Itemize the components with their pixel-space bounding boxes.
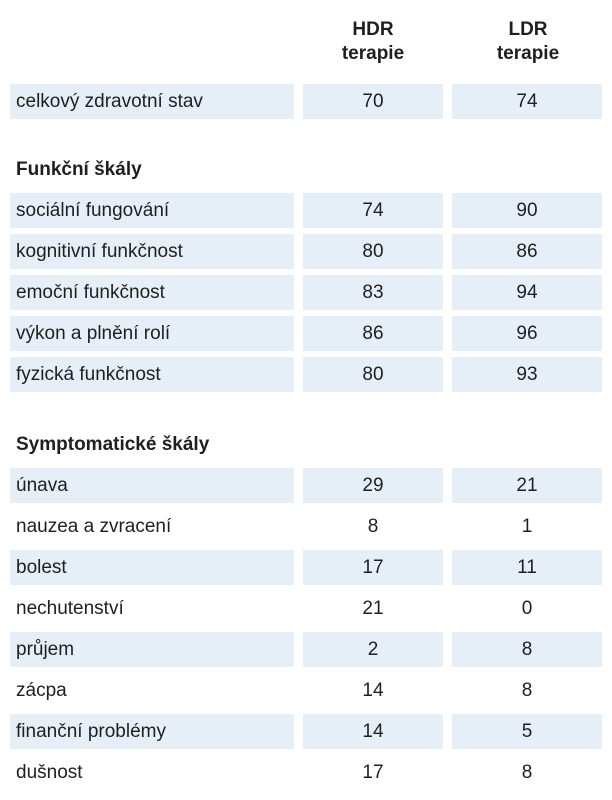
ldr-value: 1 — [521, 516, 533, 537]
row-label: sociální fungování — [10, 193, 294, 228]
row-label: finanční problémy — [10, 714, 294, 749]
hdr-value: 8 — [367, 516, 379, 537]
column-header-ldr-line2: terapie — [496, 43, 560, 64]
table-row: nechutenství 21 0 — [0, 591, 612, 626]
hdr-value: 21 — [362, 598, 384, 619]
section-title-functional: Funkční škály — [16, 159, 142, 180]
column-header-ldr-line1: LDR — [508, 19, 548, 40]
hdr-value: 70 — [303, 84, 443, 119]
hdr-value: 74 — [303, 193, 443, 228]
column-header-hdr-line2: terapie — [341, 43, 405, 64]
row-label: průjem — [10, 632, 294, 667]
row-label: zácpa — [16, 680, 67, 701]
hdr-value: 29 — [303, 468, 443, 503]
row-label: kognitivní funkčnost — [10, 234, 294, 269]
column-header-ldr: LDR terapie — [453, 18, 603, 74]
ldr-value: 90 — [452, 193, 602, 228]
hdr-value: 80 — [303, 357, 443, 392]
hdr-value: 86 — [303, 316, 443, 351]
ldr-value: 8 — [452, 632, 602, 667]
ldr-value: 96 — [452, 316, 602, 351]
row-label: fyzická funkčnost — [10, 357, 294, 392]
ldr-value: 21 — [452, 468, 602, 503]
table-row: sociální fungování 74 90 — [0, 193, 612, 228]
table-row: výkon a plnění rolí 86 96 — [0, 316, 612, 351]
table-row: bolest 17 11 — [0, 550, 612, 585]
ldr-value: 86 — [452, 234, 602, 269]
hdr-value: 14 — [362, 680, 384, 701]
row-label: celkový zdravotní stav — [10, 84, 294, 119]
ldr-value: 0 — [521, 598, 533, 619]
row-label: výkon a plnění rolí — [10, 316, 294, 351]
table-row: emoční funkčnost 83 94 — [0, 275, 612, 310]
table-row: nauzea a zvracení 8 1 — [0, 509, 612, 544]
column-header-hdr-line1: HDR — [352, 19, 394, 40]
row-label: nauzea a zvracení — [16, 516, 172, 537]
row-label: bolest — [10, 550, 294, 585]
column-header-hdr: HDR terapie — [304, 18, 442, 74]
ldr-value: 8 — [521, 762, 533, 783]
hdr-value: 2 — [303, 632, 443, 667]
row-label: dušnost — [16, 762, 83, 783]
hdr-value: 17 — [303, 550, 443, 585]
row-label: emoční funkčnost — [10, 275, 294, 310]
hdr-value: 17 — [362, 762, 384, 783]
table-row: dušnost 17 8 — [0, 755, 612, 790]
ldr-value: 11 — [452, 550, 602, 585]
ldr-value: 94 — [452, 275, 602, 310]
hdr-value: 80 — [303, 234, 443, 269]
table-row: únava 29 21 — [0, 468, 612, 503]
section-title-symptomatic: Symptomatické škály — [16, 434, 210, 455]
hdr-value: 14 — [303, 714, 443, 749]
ldr-value: 5 — [452, 714, 602, 749]
table-row: fyzická funkčnost 80 93 — [0, 357, 612, 392]
table-row: kognitivní funkčnost 80 86 — [0, 234, 612, 269]
row-label: únava — [10, 468, 294, 503]
ldr-value: 93 — [452, 357, 602, 392]
ldr-value: 8 — [521, 680, 533, 701]
table-row: finanční problémy 14 5 — [0, 714, 612, 749]
table-row: zácpa 14 8 — [0, 673, 612, 708]
table-row: průjem 2 8 — [0, 632, 612, 667]
row-label: nechutenství — [16, 598, 124, 619]
ldr-value: 74 — [452, 84, 602, 119]
table-row-overall-health: celkový zdravotní stav 70 74 — [0, 84, 612, 119]
hdr-value: 83 — [303, 275, 443, 310]
